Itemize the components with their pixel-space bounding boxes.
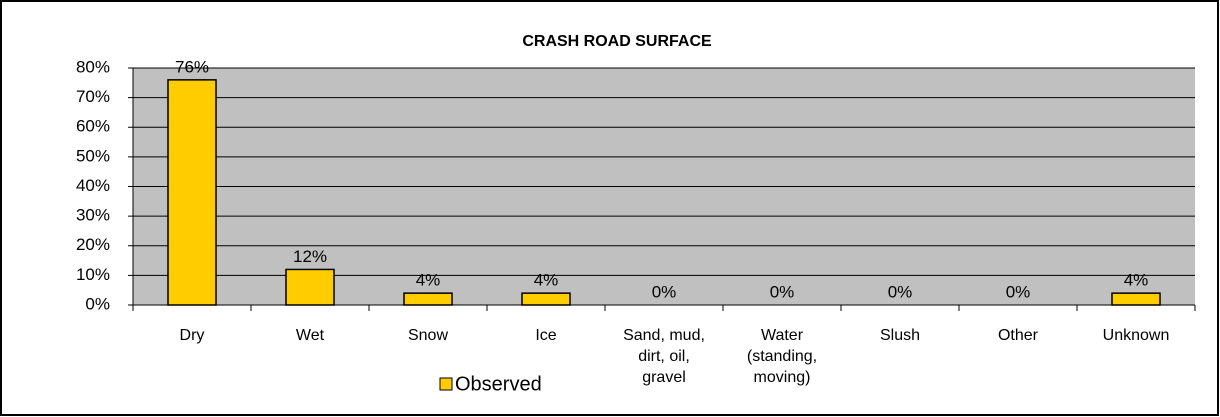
bar bbox=[521, 292, 571, 306]
bar bbox=[167, 79, 217, 306]
x-tick-label: Slush bbox=[879, 327, 921, 344]
y-tick-label: 30% bbox=[76, 206, 110, 225]
y-tick-label: 0% bbox=[85, 294, 110, 313]
x-tick-label: Sand, mud, dirt, oil, gravel bbox=[623, 327, 705, 386]
x-tick-label: Other bbox=[997, 327, 1038, 344]
data-label: 0% bbox=[1006, 282, 1031, 301]
y-tick-label: 10% bbox=[76, 265, 110, 284]
x-tick-label: Snow bbox=[407, 327, 449, 344]
data-label: 0% bbox=[770, 282, 795, 301]
y-tick-label: 50% bbox=[76, 146, 110, 165]
data-label: 76% bbox=[175, 57, 209, 76]
data-label: 0% bbox=[888, 282, 913, 301]
legend-label: Observed bbox=[455, 373, 542, 395]
data-label: 4% bbox=[534, 271, 559, 290]
y-tick-label: 60% bbox=[76, 117, 110, 136]
legend-swatch bbox=[439, 377, 453, 391]
x-tick-label: Wet bbox=[295, 327, 325, 344]
bar bbox=[403, 292, 453, 306]
y-tick-label: 40% bbox=[76, 176, 110, 195]
y-tick-label: 70% bbox=[76, 87, 110, 106]
y-tick-label: 20% bbox=[76, 235, 110, 254]
x-tick-label: Water (standing, moving) bbox=[746, 327, 818, 386]
data-label: 12% bbox=[293, 247, 327, 266]
chart-title: CRASH ROAD SURFACE bbox=[522, 33, 712, 50]
data-label: 4% bbox=[1124, 271, 1149, 290]
bar bbox=[285, 268, 335, 306]
x-tick-label: Dry bbox=[179, 327, 205, 344]
bar bbox=[1111, 292, 1161, 306]
x-tick-label: Ice bbox=[535, 327, 557, 344]
data-label: 4% bbox=[416, 271, 441, 290]
x-tick-label: Unknown bbox=[1102, 327, 1170, 344]
y-tick-label: 80% bbox=[76, 57, 110, 76]
data-label: 0% bbox=[652, 282, 677, 301]
